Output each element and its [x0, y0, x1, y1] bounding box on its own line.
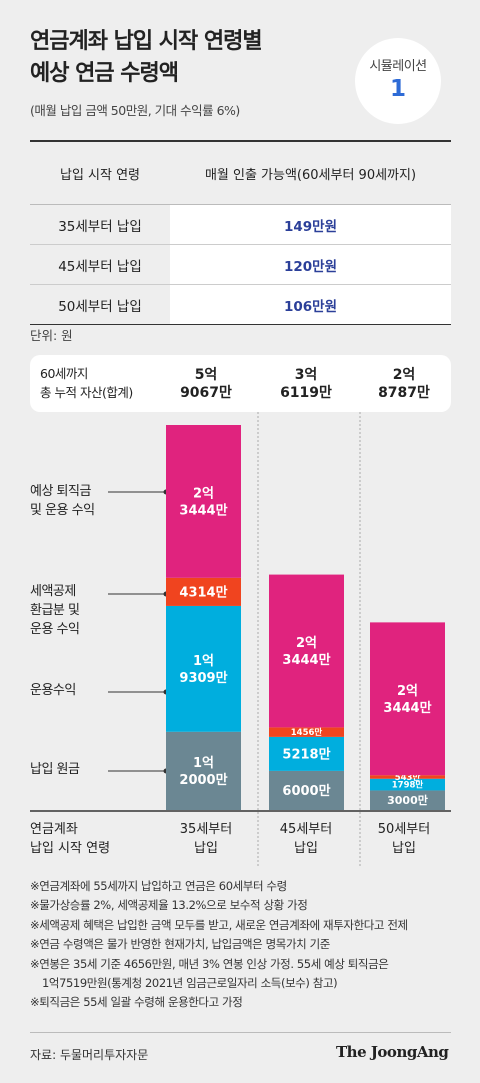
table-head-amount: 매월 인출 가능액(60세부터 90세까지): [204, 167, 417, 183]
data-label: 1억: [193, 756, 214, 771]
x-category-line: 납입: [294, 841, 318, 856]
bar-segment: [370, 778, 445, 791]
x-category-45: 45세부터 납입: [256, 820, 356, 858]
table-head-age: 납입 시작 연령: [59, 167, 141, 183]
total-value-line-2: 6119만: [280, 385, 332, 401]
bar-segment: [166, 731, 241, 810]
total-value-50: 2억 8787만: [354, 366, 454, 402]
data-label: 5218만: [282, 747, 330, 763]
table-row: 35세부터 납입 149만원: [30, 205, 451, 245]
x-category-35: 35세부터 납입: [156, 820, 256, 858]
data-label: 2000만: [179, 772, 227, 788]
x-category-50: 50세부터 납입: [354, 820, 454, 858]
data-label: 543만: [395, 772, 421, 783]
x-axis-title-line: 연금계좌: [30, 822, 78, 837]
data-label: 1억: [193, 654, 214, 669]
source-credit: 자료: 두물머리투자자문: [30, 1048, 149, 1062]
data-label: 9309만: [179, 670, 227, 686]
data-label: 2억: [296, 636, 317, 651]
data-label: 3444만: [282, 652, 330, 668]
side-label-line: 환급분 및: [30, 603, 80, 618]
x-category-line: 45세부터: [279, 822, 333, 837]
badge-label: 시뮬레이션: [369, 59, 427, 74]
title-line-1: 연금계좌 납입 시작 연령별: [30, 29, 263, 54]
data-label: 2억: [397, 684, 418, 699]
totals-box: 60세까지 총 누적 자산(합계) 5억 9067만 3억 6119만 2억 8…: [30, 355, 451, 412]
footnote: ※퇴직금은 55세 일괄 수령해 운용한다고 가정: [30, 995, 243, 1010]
side-label-retirement: 예상 퇴직금 및 운용 수익: [30, 482, 95, 520]
total-value-45: 3억 6119만: [256, 366, 356, 402]
data-label: 1456만: [291, 727, 323, 738]
bar-segment: [370, 790, 445, 810]
side-label-line: 운용수익: [30, 683, 76, 698]
footnote: ※연봉은 35세 기준 4656만원, 매년 3% 연봉 인상 가정. 55세 …: [30, 956, 389, 971]
footnote: ※연금계좌에 55세까지 납입하고 연금은 60세부터 수령: [30, 879, 287, 893]
unit-label: 단위: 원: [30, 328, 73, 343]
x-category-line: 납입: [194, 841, 218, 856]
side-label-line: 및 운용 수익: [30, 503, 95, 518]
total-value-line-2: 8787만: [378, 385, 430, 401]
side-label-line: 세액공제: [30, 584, 76, 599]
table-cell-amount: 120만원: [283, 258, 338, 275]
data-label: 1798만: [392, 780, 424, 791]
data-label: 3444만: [179, 503, 227, 519]
x-category-line: 50세부터: [377, 822, 431, 837]
title-line-2: 예상 연금 수령액: [30, 61, 179, 86]
total-value-35: 5억 9067만: [156, 366, 256, 402]
x-axis-title: 연금계좌 납입 시작 연령: [30, 820, 110, 858]
bar-segment: [370, 775, 445, 779]
totals-label-line-2: 총 누적 자산(합계): [40, 385, 133, 400]
bar-segment: [269, 770, 344, 810]
total-value-line-1: 2억: [392, 367, 416, 383]
data-label: 2억: [193, 487, 214, 502]
table-cell-age: 35세부터 납입: [30, 205, 170, 244]
table-row: 45세부터 납입 120만원: [30, 245, 451, 285]
table-cell-age: 50세부터 납입: [30, 285, 170, 324]
footer-divider: [30, 1032, 451, 1033]
publisher-logo: The JoongAng: [336, 1043, 449, 1061]
bar-segment: [166, 425, 241, 578]
side-label-line: 운용 수익: [30, 622, 80, 637]
footnote: ※연금 수령액은 물가 반영한 현재가치, 납입금액은 명목가치 기준: [30, 937, 330, 952]
side-label-line: 예상 퇴직금: [30, 484, 91, 499]
table-cell-amount: 106만원: [283, 298, 338, 315]
bar-segment: [269, 736, 344, 771]
table-cell-age: 45세부터 납입: [30, 245, 170, 284]
x-category-line: 35세부터: [179, 822, 233, 837]
page-title: 연금계좌 납입 시작 연령별 예상 연금 수령액: [30, 26, 263, 90]
bar-segment: [269, 727, 344, 737]
data-label: 6000만: [282, 783, 330, 799]
side-label-investment: 운용수익: [30, 681, 76, 700]
bar-segment: [370, 622, 445, 776]
total-value-line-2: 9067만: [180, 385, 232, 401]
footnote: 1억7519만원(통계청 2021년 임금근로일자리 소득(보수) 참고): [42, 976, 338, 991]
totals-label-line-1: 60세까지: [40, 366, 88, 381]
subtitle: (매월 납입 금액 50만원, 기대 수익률 6%): [30, 103, 240, 118]
table-header: 납입 시작 연령 매월 인출 가능액(60세부터 90세까지): [30, 142, 451, 205]
footnotes: ※연금계좌에 55세까지 납입하고 연금은 60세부터 수령 ※물가상승률 2%…: [30, 877, 470, 1013]
side-label-line: 납입 원금: [30, 762, 80, 777]
side-label-principal: 납입 원금: [30, 760, 80, 779]
table-cell-amount: 149만원: [283, 218, 338, 235]
footnote: ※세액공제 혜택은 납입한 금액 모두를 받고, 새로운 연금계좌에 재투자한다…: [30, 917, 408, 932]
totals-label: 60세까지 총 누적 자산(합계): [40, 364, 133, 402]
data-label: 3444만: [383, 700, 431, 716]
bar-segment: [166, 605, 241, 732]
table-row: 50세부터 납입 106만원: [30, 285, 451, 324]
total-value-line-1: 3억: [294, 367, 318, 383]
badge-number: 1: [389, 76, 406, 102]
x-axis-title-line: 납입 시작 연령: [30, 841, 111, 856]
withdrawal-table: 납입 시작 연령 매월 인출 가능액(60세부터 90세까지) 35세부터 납입…: [30, 140, 451, 325]
bar-segment: [166, 577, 241, 606]
x-category-line: 납입: [392, 841, 416, 856]
data-label: 3000만: [387, 793, 428, 807]
simulation-badge: 시뮬레이션 1: [355, 38, 441, 124]
bar-segment: [269, 574, 344, 728]
total-value-line-1: 5억: [194, 367, 218, 383]
data-label: 4314만: [179, 585, 227, 601]
side-label-tax-credit: 세액공제 환급분 및 운용 수익: [30, 582, 80, 639]
footnote: ※물가상승률 2%, 세액공제율 13.2%으로 보수적 상황 가정: [30, 898, 308, 913]
